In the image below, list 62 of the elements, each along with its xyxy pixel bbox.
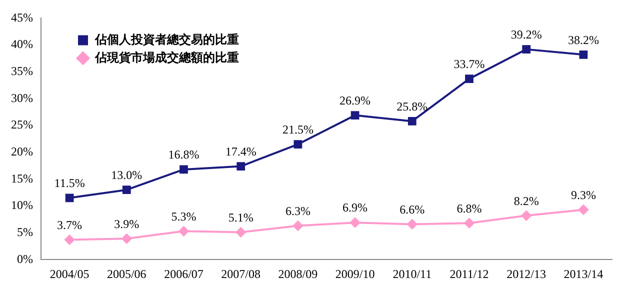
point — [65, 194, 74, 202]
y-tick-label: 10% — [10, 198, 33, 212]
point — [407, 219, 418, 230]
data-label: 5.1% — [228, 210, 254, 224]
data-label: 6.3% — [285, 204, 310, 218]
data-label: 39.2% — [510, 27, 542, 42]
data-label: 38.2% — [568, 32, 599, 47]
legend-label: 佔現貨市場成交總額的比重 — [94, 50, 239, 64]
point — [236, 227, 246, 238]
point — [122, 186, 131, 194]
y-tick-label: 15% — [10, 171, 33, 186]
point — [180, 165, 188, 174]
x-tick-label: 2007/08 — [221, 266, 261, 281]
point — [64, 234, 75, 245]
x-tick-label: 2005/06 — [106, 266, 146, 281]
y-tick-label: 0% — [16, 252, 33, 266]
y-tick-label: 25% — [10, 118, 33, 132]
data-label: 6.6% — [400, 202, 425, 216]
point — [521, 210, 532, 221]
y-tick-label: 20% — [10, 144, 33, 158]
data-label: 17.4% — [225, 144, 256, 158]
y-tick-label: 40% — [10, 37, 33, 52]
point — [350, 111, 360, 120]
x-tick-label: 2009/10 — [335, 266, 375, 281]
x-tick-label: 2013/14 — [564, 266, 604, 281]
y-tick-label: 30% — [10, 90, 33, 105]
data-label: 3.7% — [57, 218, 82, 232]
point — [408, 117, 416, 126]
point — [578, 204, 588, 215]
point — [122, 234, 132, 244]
x-tick-label: 2008/09 — [278, 266, 318, 281]
data-label: 25.8% — [396, 99, 428, 114]
point — [579, 50, 588, 59]
x-tick-label: 2012/13 — [506, 266, 546, 281]
data-label: 5.3% — [171, 209, 196, 224]
y-tick-label: 5% — [16, 224, 33, 239]
legend-label: 佔個人投資者總交易的比重 — [94, 32, 239, 46]
data-label: 8.2% — [514, 194, 539, 208]
point — [294, 140, 302, 148]
point — [522, 45, 531, 54]
data-label: 3.9% — [114, 216, 140, 231]
x-tick-label: 2010/11 — [392, 266, 432, 281]
y-tick-label: 45% — [10, 10, 33, 24]
data-label: 6.8% — [456, 201, 482, 216]
data-label: 9.3% — [570, 188, 596, 202]
data-label: 21.5% — [282, 122, 314, 136]
point — [292, 220, 303, 231]
x-tick-label: 2006/07 — [164, 266, 204, 281]
data-label: 6.9% — [342, 200, 368, 215]
data-label: 16.8% — [168, 148, 200, 162]
point — [350, 218, 360, 228]
data-label: 11.5% — [54, 176, 85, 190]
point — [236, 162, 246, 170]
data-label: 13.0% — [111, 168, 142, 182]
data-label: 33.7% — [454, 56, 485, 71]
data-label: 26.9% — [340, 93, 371, 108]
x-tick-label: 2011/12 — [450, 266, 489, 281]
point — [465, 74, 474, 83]
point — [464, 218, 474, 228]
point — [178, 226, 189, 236]
y-tick-label: 35% — [10, 64, 33, 78]
x-tick-label: 2004/05 — [50, 266, 90, 281]
